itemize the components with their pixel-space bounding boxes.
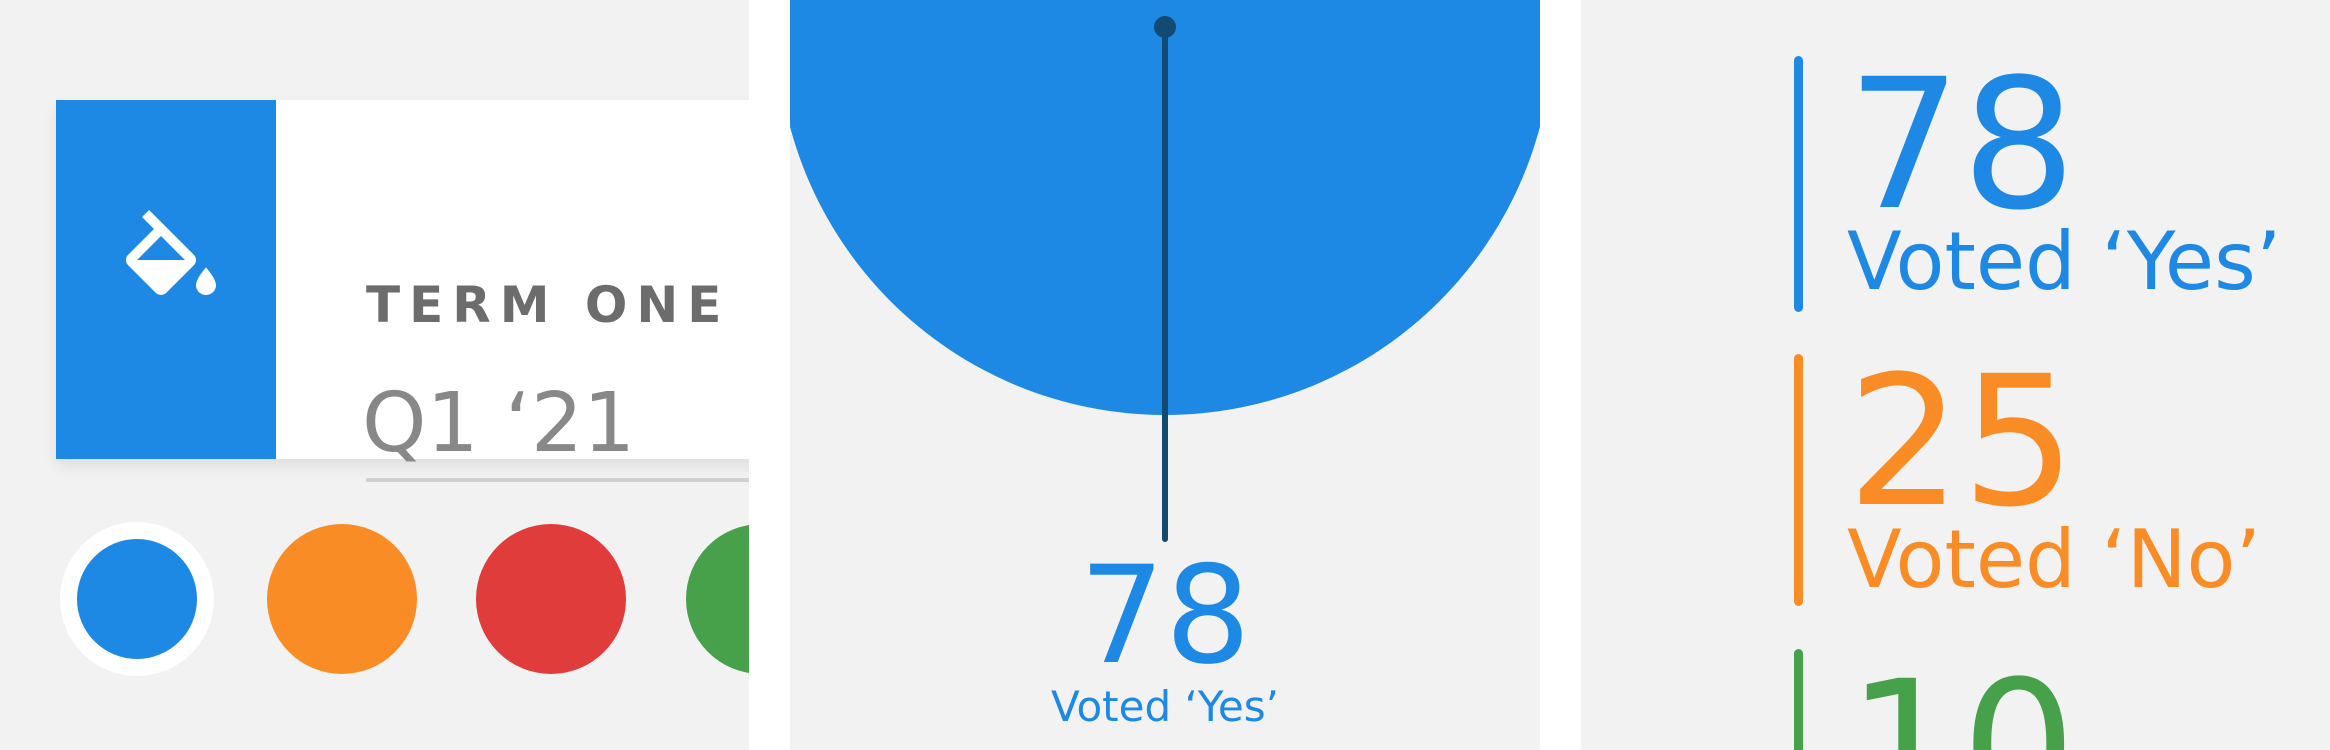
gauge-label: Voted ‘Yes’ — [1051, 682, 1279, 731]
color-picker-panel: TERM ONE Q1 ‘21 — [0, 0, 749, 750]
color-option-red[interactable] — [476, 524, 626, 674]
gauge-panel: 78 Voted ‘Yes’ — [790, 0, 1540, 750]
gauge-chart — [790, 0, 1540, 542]
color-swatch[interactable] — [56, 100, 276, 459]
quarter-underline — [366, 478, 749, 482]
series-bar-third — [1794, 649, 1803, 750]
series-label-no: Voted ‘No’ — [1847, 513, 2261, 606]
color-option-orange[interactable] — [267, 524, 417, 674]
term-label: TERM ONE — [366, 276, 731, 334]
quarter-field[interactable]: Q1 ‘21 — [362, 376, 636, 471]
term-card: TERM ONE Q1 ‘21 — [56, 100, 749, 482]
gauge-value: 78 — [1079, 537, 1251, 694]
results-panel: 78 Voted ‘Yes’ 25 Voted ‘No’ 10 — [1581, 0, 2330, 750]
series-label-yes: Voted ‘Yes’ — [1847, 215, 2282, 308]
color-option-green[interactable] — [686, 524, 749, 674]
series-bar-yes — [1794, 56, 1803, 312]
needle-pivot — [1154, 16, 1176, 38]
series-bar-no — [1794, 354, 1803, 606]
paint-bucket-icon — [125, 210, 216, 295]
series-value-yes: 78 — [1847, 41, 2077, 250]
series-value-no: 25 — [1847, 338, 2077, 547]
color-option-blue[interactable] — [77, 539, 197, 659]
